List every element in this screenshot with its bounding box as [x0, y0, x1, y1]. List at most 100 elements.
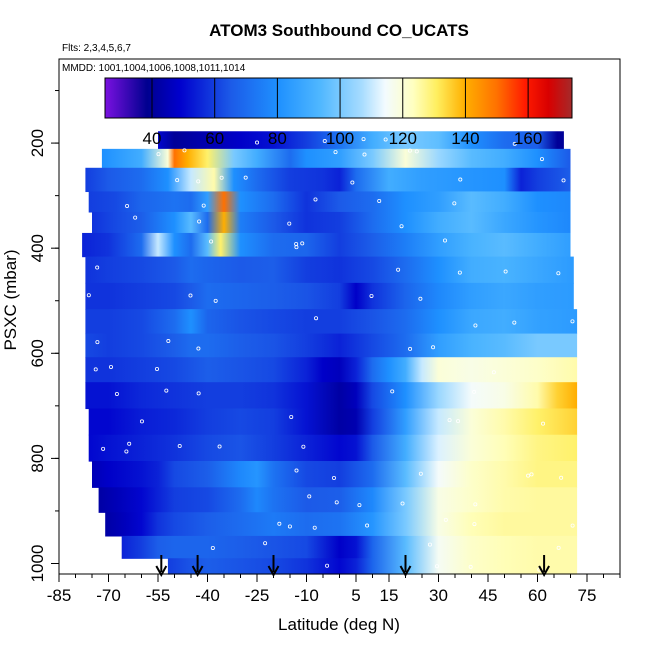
obs-dot: [312, 525, 317, 530]
heatmap-row-492: [85, 282, 574, 310]
x-tick-label--40: -40: [195, 586, 220, 605]
obs-dot: [156, 152, 161, 157]
obs-dot: [197, 219, 202, 224]
obs-dot: [86, 293, 91, 298]
dates-subtitle: MMDD: 1001,1004,1006,1008,1011,1014: [62, 63, 246, 74]
obs-dot: [361, 137, 366, 142]
obs-dot: [196, 346, 201, 351]
colorbar-tick-label-160: 160: [514, 129, 542, 148]
obs-dot: [365, 523, 370, 528]
obs-dot: [556, 545, 561, 550]
obs-dot: [369, 293, 374, 298]
obs-dot: [95, 340, 100, 345]
obs-dot: [456, 419, 461, 424]
obs-dot: [213, 298, 218, 303]
obs-dot: [472, 389, 477, 394]
obs-dot: [313, 197, 318, 202]
obs-dot: [529, 472, 534, 477]
obs-dot: [452, 201, 457, 206]
obs-dot: [314, 316, 319, 321]
colorbar-tick-label-80: 80: [268, 129, 287, 148]
colorbar-ticks: 40 60 80 100 120 140 160: [143, 78, 542, 148]
obs-dot: [399, 224, 404, 229]
obs-dot: [559, 475, 564, 480]
chart-title: ATOM3 Southbound CO_UCATS: [209, 21, 469, 40]
obs-dot: [556, 271, 561, 276]
heatmap-row-440: [85, 256, 574, 284]
obs-dot: [539, 157, 544, 162]
obs-dot: [201, 203, 206, 208]
obs-dot: [277, 521, 282, 526]
obs-dot: [294, 245, 299, 250]
obs-dot: [526, 473, 531, 478]
obs-dot: [289, 414, 294, 419]
obs-dot: [458, 177, 463, 182]
heatmap-row-200: [158, 131, 564, 150]
observation-dots: [86, 137, 575, 572]
obs-dot: [427, 542, 432, 547]
colorbar-tick-label-140: 140: [451, 129, 479, 148]
heatmap-row-880: [98, 487, 578, 513]
obs-dot: [350, 180, 355, 185]
x-tick-label--25: -25: [245, 586, 270, 605]
obs-dot: [333, 150, 338, 155]
heatmap-row-272: [85, 167, 571, 193]
heatmap-row-630: [85, 357, 578, 383]
y-tick-label-600: 600: [28, 339, 47, 367]
obs-dot: [473, 502, 478, 507]
heatmap-row-585: [85, 333, 578, 358]
obs-dot: [164, 388, 169, 393]
y-tick-label-200: 200: [28, 129, 47, 157]
obs-dot: [447, 418, 452, 423]
obs-dot: [491, 370, 496, 375]
x-axis: -85 -70 -55 -40 -25 -10 5 15 30 45 60 75: [47, 574, 621, 605]
obs-dot: [383, 137, 388, 142]
obs-dot: [362, 152, 367, 157]
heatmap-row-392: [82, 232, 571, 258]
obs-dot: [457, 270, 462, 275]
y-tick-label-800: 800: [28, 444, 47, 472]
obs-dot: [331, 475, 336, 480]
flights-subtitle: Flts: 2,3,4,5,6,7: [62, 43, 131, 54]
x-tick-label--70: -70: [96, 586, 121, 605]
obs-dot: [133, 215, 138, 220]
obs-dot: [418, 296, 423, 301]
x-tick-label-15: 15: [380, 586, 399, 605]
obs-dot: [434, 564, 439, 569]
obs-dot: [188, 293, 193, 298]
obs-dot: [322, 139, 327, 144]
y-axis: 200 400 600 800 1000: [28, 90, 59, 582]
obs-dot: [175, 178, 180, 183]
obs-dot: [301, 444, 306, 449]
heatmap-row-1010: [167, 558, 578, 575]
obs-dot: [154, 366, 159, 371]
obs-dot: [541, 421, 546, 426]
obs-dot: [217, 444, 222, 449]
obs-dot: [472, 522, 477, 527]
obs-dot: [512, 320, 517, 325]
obs-dot: [101, 446, 106, 451]
obs-dot: [334, 500, 339, 505]
obs-dot: [209, 239, 214, 244]
obs-dot: [468, 564, 473, 569]
x-tick-label-30: 30: [429, 586, 448, 605]
obs-dot: [196, 391, 201, 396]
obs-dot: [177, 444, 182, 449]
obs-dot: [442, 238, 447, 243]
obs-dot: [561, 178, 566, 183]
obs-dot: [294, 468, 299, 473]
obs-dot: [127, 441, 132, 446]
obs-dot: [570, 319, 575, 324]
x-tick-label--10: -10: [294, 586, 319, 605]
x-tick-label-60: 60: [528, 586, 547, 605]
obs-dot: [570, 523, 575, 528]
heatmap-row-830: [92, 461, 578, 488]
x-tick-label-5: 5: [351, 586, 360, 605]
colorbar-tick-label-100: 100: [326, 129, 354, 148]
obs-dot: [400, 501, 405, 506]
obs-dot: [210, 545, 215, 550]
obs-dot: [407, 148, 412, 153]
obs-dot: [124, 449, 129, 454]
obs-dot: [243, 175, 248, 180]
